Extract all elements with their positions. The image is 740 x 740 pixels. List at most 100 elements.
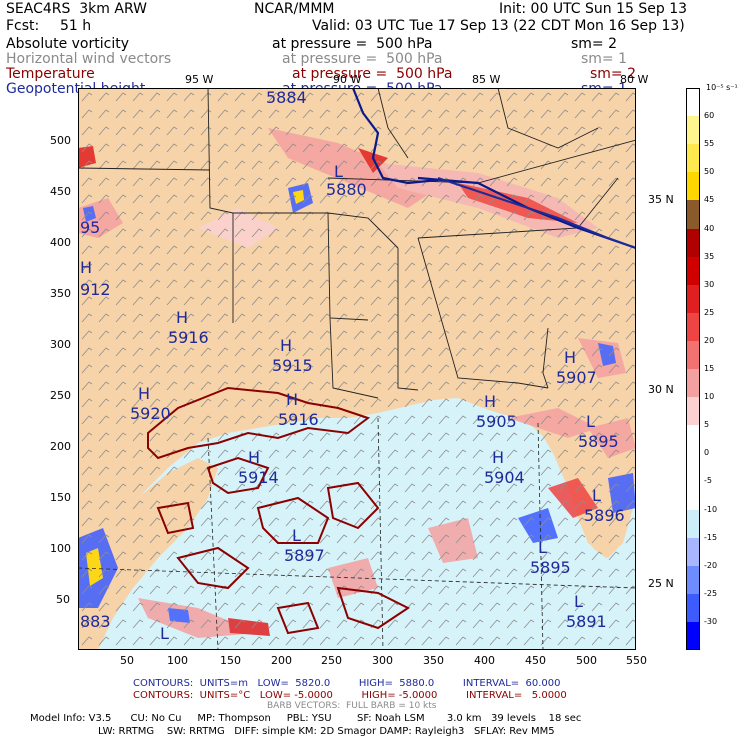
colorbar-segment [686, 88, 700, 117]
colorbar-tick-label: 45 [704, 195, 715, 205]
field-pressure: at pressure = 500 hPa [282, 51, 443, 67]
height-label: 5897 [284, 546, 325, 565]
x-tick-label: 150 [220, 654, 241, 667]
height-label: 5920 [130, 404, 171, 423]
model-info-physics: LW: RRTMG SW: RRTMG DIFF: simple KM: 2D … [98, 726, 555, 737]
lon-label: 85 W [472, 73, 501, 86]
x-tick-label: 300 [372, 654, 393, 667]
field-name: Temperature [6, 66, 95, 82]
contour-info-temp: CONTOURS: UNITS=°C LOW= -5.0000 HIGH= -5… [133, 690, 567, 701]
colorbar-segment [686, 481, 700, 510]
height-label: 5907 [556, 368, 597, 387]
high-marker: H [280, 336, 293, 355]
lon-label: 80 W [620, 73, 649, 86]
colorbar-segment [686, 369, 700, 398]
high-marker: H [564, 348, 577, 367]
height-label: 5895 [578, 432, 619, 451]
y-tick-label: 200 [50, 440, 71, 453]
low-marker: L [292, 526, 301, 545]
field-sm: sm= 2 [571, 36, 618, 52]
colorbar-frame [686, 88, 700, 650]
y-tick-label: 300 [50, 338, 71, 351]
height-label: 5895 [530, 558, 571, 577]
y-tick-label: 450 [50, 185, 71, 198]
colorbar-segment [686, 144, 700, 173]
field-name: Horizontal wind vectors [6, 51, 172, 67]
org-label: NCAR/MMM [254, 1, 335, 17]
x-tick-label: 200 [271, 654, 292, 667]
y-tick-label: 250 [50, 389, 71, 402]
low-marker: L [592, 486, 601, 505]
lat-label: 30 N [648, 383, 674, 396]
colorbar-tick-label: -10 [704, 504, 718, 514]
low-marker: L [574, 592, 583, 611]
x-tick-label: 50 [120, 654, 134, 667]
height-label: 5915 [272, 356, 313, 375]
x-tick-label: 500 [576, 654, 597, 667]
height-label: 5896 [584, 506, 625, 525]
colorbar-tick-label: -15 [704, 532, 718, 542]
x-tick-label: 450 [525, 654, 546, 667]
y-tick-label: 150 [50, 491, 71, 504]
x-tick-label: 400 [474, 654, 495, 667]
colorbar-tick-label: 30 [704, 279, 715, 289]
colorbar-segment [686, 621, 700, 651]
valid-time: Valid: 03 UTC Tue 17 Sep 13 (22 CDT Mon … [312, 18, 685, 34]
state-boundaries [78, 88, 636, 399]
field-sm: sm= 2 [590, 66, 637, 82]
colorbar [686, 88, 700, 651]
height-label: 5891 [566, 612, 607, 631]
field-pressure: at pressure = 500 hPa [272, 36, 433, 52]
colorbar-segment [686, 116, 700, 145]
x-tick-label: 100 [167, 654, 188, 667]
colorbar-tick-label: -20 [704, 560, 718, 570]
colorbar-tick-label: 60 [704, 111, 715, 121]
init-time: Init: 00 UTC Sun 15 Sep 13 [499, 1, 688, 17]
field-sm: sm= 1 [581, 51, 628, 67]
colorbar-tick-label: 0 [704, 448, 710, 458]
height-contour [437, 177, 636, 249]
lon-label: 90 W [333, 73, 362, 86]
y-tick-label: 50 [56, 593, 70, 606]
colorbar-tick-label: 50 [704, 167, 715, 177]
colorbar-segment [686, 200, 700, 229]
colorbar-segment [686, 565, 700, 595]
height-label: 5904 [484, 468, 525, 487]
colorbar-segment [686, 593, 700, 623]
y-tick-label: 100 [50, 542, 71, 555]
colorbar-segment [686, 172, 700, 201]
height-label: 5884 [266, 88, 307, 107]
high-marker: H [80, 258, 93, 277]
colorbar-tick-label: 5 [704, 420, 710, 430]
x-tick-label: 550 [626, 654, 647, 667]
high-marker: H [286, 390, 299, 409]
field-pressure: at pressure = 500 hPa [292, 66, 453, 82]
low-marker: L [586, 412, 595, 431]
colorbar-segment [686, 312, 700, 342]
model-info: Model Info: V3.5 CU: No Cu MP: Thompson … [30, 713, 582, 724]
high-marker: H [248, 448, 261, 467]
height-label: 5880 [326, 180, 367, 199]
low-marker: L [160, 624, 169, 643]
colorbar-tick-label: 35 [704, 251, 715, 261]
colorbar-tick-label: 25 [704, 307, 715, 317]
colorbar-unit: 10⁻⁵ s⁻¹ [706, 83, 738, 92]
fcst-value: 51 h [60, 18, 92, 34]
field-name: Absolute vorticity [6, 36, 129, 52]
colorbar-segment [686, 509, 700, 539]
colorbar-segment [686, 284, 700, 314]
barb-info: BARB VECTORS: FULL BARB = 10 kts [267, 701, 437, 711]
weather-map[interactable]: 5884 L 5880 95 H 912 H 5916 H 5915 H 592… [78, 88, 636, 650]
height-label: 883 [80, 612, 111, 631]
colorbar-tick-label: -5 [704, 476, 712, 486]
contour-info-heights: CONTOURS: UNITS=m LOW= 5820.0 HIGH= 5880… [133, 678, 561, 689]
y-tick-label: 400 [50, 236, 71, 249]
fcst-label: Fcst: [6, 18, 40, 34]
low-marker: L [334, 162, 343, 181]
colorbar-segment [686, 425, 700, 454]
colorbar-tick-label: 15 [704, 364, 715, 373]
high-marker: H [492, 448, 505, 467]
height-label: 5916 [168, 328, 209, 347]
colorbar-segment [686, 256, 700, 286]
lat-label: 25 N [648, 577, 674, 590]
